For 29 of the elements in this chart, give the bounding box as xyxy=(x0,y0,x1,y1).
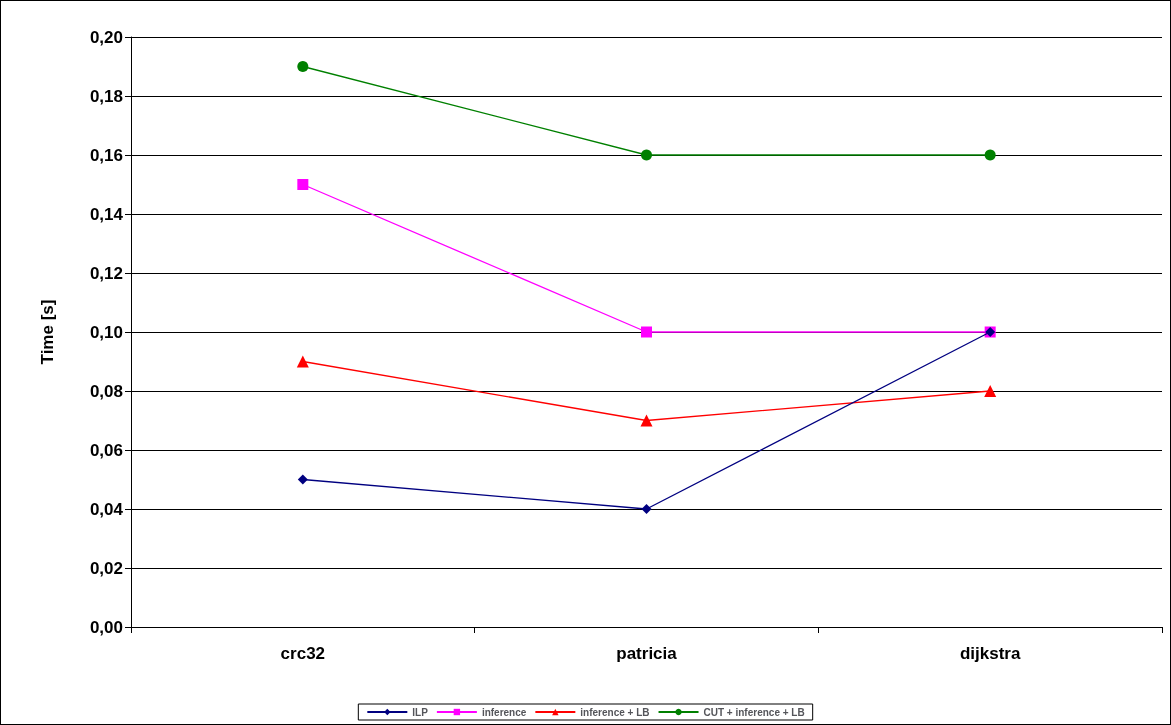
x-tick-label: crc32 xyxy=(280,644,326,663)
x-tick-label: dijkstra xyxy=(959,644,1021,663)
point xyxy=(984,385,997,397)
point xyxy=(296,355,309,368)
y-axis-title: Time [s] xyxy=(38,299,57,365)
y-tick-label: 0,02 xyxy=(89,558,123,578)
y-tick-label: 0,00 xyxy=(89,617,123,637)
point xyxy=(641,504,652,514)
y-tick-label: 0,14 xyxy=(89,204,124,224)
legend-label: CUT + inference + LB xyxy=(703,706,805,718)
y-tick-label: 0,06 xyxy=(89,440,123,460)
y-tick-label: 0,10 xyxy=(89,322,123,342)
legend-label: inference + LB xyxy=(580,706,650,718)
y-tick-label: 0,18 xyxy=(89,86,123,106)
point xyxy=(297,61,309,72)
x-tick-label: patricia xyxy=(616,644,678,663)
point xyxy=(640,414,653,427)
y-tick-label: 0,16 xyxy=(89,145,123,165)
point xyxy=(297,474,308,485)
point xyxy=(641,326,652,338)
legend-label: inference xyxy=(481,706,527,718)
y-tick-label: 0,12 xyxy=(89,263,123,283)
point xyxy=(297,179,309,190)
point xyxy=(641,149,652,161)
y-tick-label: 0,08 xyxy=(89,381,123,401)
y-tick-label: 0,04 xyxy=(89,499,124,519)
legend-label: ILP xyxy=(412,706,429,718)
point xyxy=(984,149,996,161)
y-tick-label: 0,20 xyxy=(89,27,123,47)
